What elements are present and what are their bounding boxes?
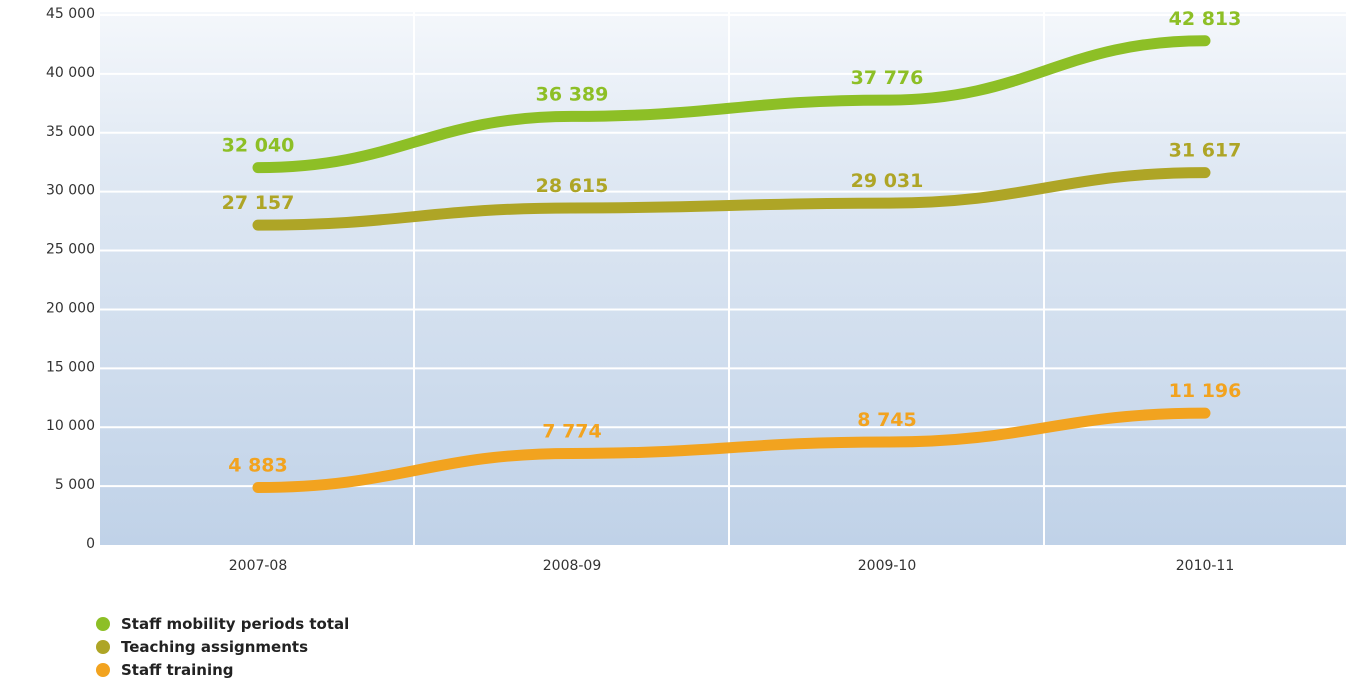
y-tick-label: 5 000 (55, 477, 95, 493)
x-tick-label: 2009-10 (858, 558, 917, 574)
y-tick-label: 45 000 (46, 6, 95, 22)
data-label: 8 745 (857, 409, 917, 431)
y-tick-label: 25 000 (46, 242, 95, 258)
data-label: 7 774 (542, 420, 602, 442)
y-tick-label: 10 000 (46, 418, 95, 434)
data-label: 29 031 (851, 170, 924, 192)
data-label: 11 196 (1169, 380, 1242, 402)
legend-label: Teaching assignments (121, 637, 309, 656)
legend-item-staff-training: Staff training (96, 658, 349, 681)
y-tick-label: 40 000 (46, 65, 95, 81)
data-label: 37 776 (851, 67, 924, 89)
series-line (252, 407, 1211, 493)
y-tick-label: 15 000 (46, 359, 95, 375)
x-tick-label: 2007-08 (229, 558, 288, 574)
data-label: 27 157 (222, 192, 295, 214)
legend-marker-icon (96, 662, 110, 677)
series-line (252, 167, 1211, 231)
series-line (252, 35, 1211, 174)
legend-item-staff-mobility: Staff mobility periods total (96, 612, 349, 635)
series: 32 040 36 389 37 776 42 813 27 157 28 615 29 0… (222, 8, 1242, 493)
legend-marker-icon (96, 616, 110, 631)
y-tick-label: 20 000 (46, 300, 95, 316)
y-axis: 0 5 000 10 000 15 000 20 000 25 000 30 000 35 0… (46, 6, 95, 552)
legend-item-teaching-assignments: Teaching assignments (96, 635, 349, 658)
data-label: 32 040 (222, 135, 295, 157)
data-label: 28 615 (536, 175, 609, 197)
x-tick-label: 2010-11 (1176, 558, 1235, 574)
y-tick-label: 35 000 (46, 124, 95, 140)
data-label: 36 389 (536, 83, 609, 105)
legend-marker-icon (96, 639, 110, 654)
x-axis: 2007-08 2008-09 2009-10 2010-11 (229, 558, 1235, 574)
plot-background (100, 12, 1346, 545)
legend: Staff mobility periods total Teaching as… (96, 612, 349, 681)
x-tick-label: 2008-09 (543, 558, 602, 574)
y-tick-label: 30 000 (46, 183, 95, 199)
y-tick-label: 0 (86, 536, 95, 552)
legend-label: Staff training (121, 660, 234, 679)
data-label: 42 813 (1169, 8, 1242, 30)
line-chart: 0 5 000 10 000 15 000 20 000 25 000 30 000 35 0… (46, 6, 1346, 574)
grid (100, 12, 1346, 545)
data-label: 4 883 (228, 454, 288, 476)
legend-label: Staff mobility periods total (121, 614, 350, 633)
data-label: 31 617 (1169, 140, 1242, 162)
